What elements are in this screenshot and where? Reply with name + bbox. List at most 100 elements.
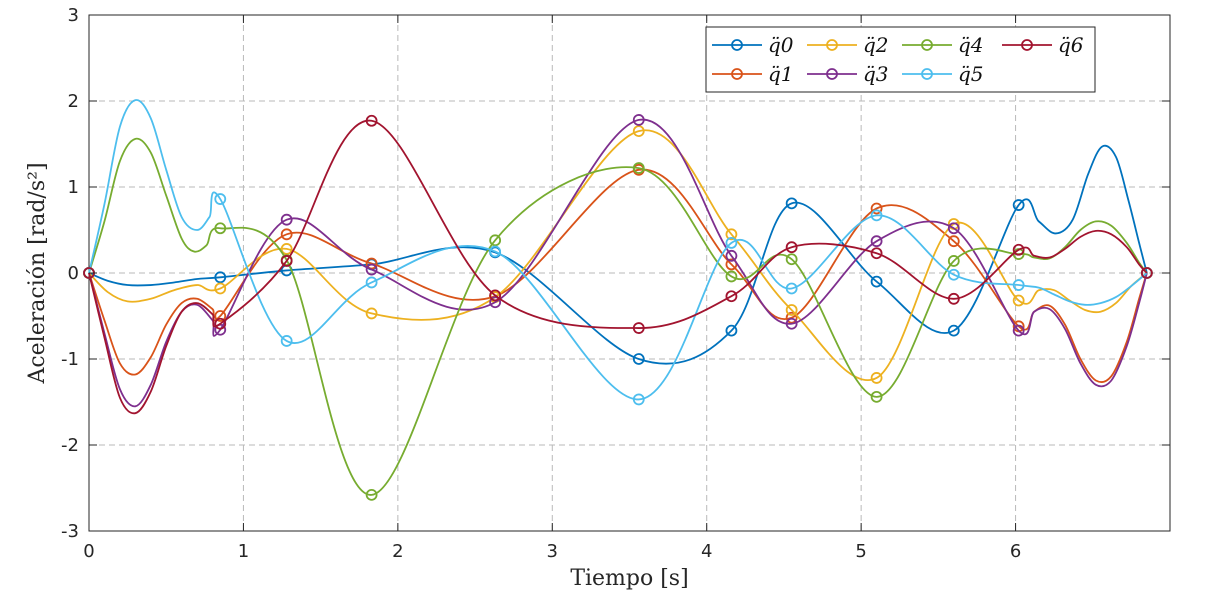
data-point-3 [280, 213, 293, 226]
data-point-6 [725, 290, 738, 303]
data-point-5 [870, 209, 883, 222]
legend-label: q̈2 [863, 33, 889, 57]
data-point-3 [725, 249, 738, 262]
series-line-0 [88, 144, 1148, 365]
legend-item-2: q̈2 [807, 33, 889, 57]
data-point-5 [489, 245, 502, 258]
x-tick-label: 3 [547, 541, 558, 562]
data-point-1 [870, 202, 883, 215]
data-point-3 [365, 263, 378, 276]
y-tick-label: 1 [68, 177, 79, 198]
legend-swatch-marker [921, 39, 933, 51]
data-point-1 [947, 235, 960, 248]
legend-label: q̈6 [1058, 33, 1084, 57]
series-4 [83, 137, 1153, 501]
y-tick-label: -1 [61, 349, 79, 370]
series-2 [83, 125, 1153, 384]
data-point-6 [280, 255, 293, 267]
data-point-2 [725, 228, 738, 241]
data-point-2 [870, 372, 883, 384]
data-point-6 [870, 247, 883, 260]
data-point-0 [725, 324, 738, 337]
data-point-0 [632, 353, 645, 365]
legend-item-0: q̈0 [712, 33, 794, 57]
x-tick-label: 5 [855, 541, 866, 562]
data-point-6 [214, 317, 227, 330]
data-point-1 [365, 257, 378, 270]
legend-label: q̈0 [768, 33, 794, 57]
series-layer [83, 99, 1153, 501]
data-point-6 [365, 114, 378, 127]
x-tick-label: 4 [701, 541, 712, 562]
data-point-2 [214, 282, 227, 295]
data-point-1 [214, 310, 227, 322]
legend-box [705, 26, 1096, 93]
data-point-4 [489, 234, 502, 247]
data-point-0 [947, 324, 960, 337]
data-point-4 [785, 253, 798, 266]
data-point-1 [785, 311, 798, 324]
data-point-4 [365, 488, 378, 501]
data-point-3 [785, 317, 798, 330]
legend-item-3: q̈3 [807, 62, 889, 86]
data-point-2 [280, 243, 293, 255]
series-line-6 [88, 119, 1148, 415]
legend-label: q̈3 [863, 62, 889, 86]
data-point-4 [214, 222, 227, 235]
data-point-3 [870, 235, 883, 248]
series-line-3 [88, 118, 1148, 408]
data-point-4 [725, 270, 738, 283]
series-6 [83, 114, 1153, 415]
data-point-5 [280, 335, 293, 347]
legend: q̈0 q̈2 q̈4 q̈6 q̈1 q̈3 q̈5 [705, 26, 1096, 93]
data-point-2 [785, 304, 798, 316]
legend-item-4: q̈4 [902, 33, 984, 57]
data-point-6 [632, 322, 645, 334]
data-point-0 [785, 197, 798, 210]
legend-swatch-marker [731, 39, 743, 51]
data-point-5 [632, 393, 645, 406]
data-point-1 [280, 228, 293, 241]
data-point-2 [632, 125, 645, 138]
legend-label: q̈4 [958, 33, 984, 57]
legend-swatch-marker [826, 39, 838, 51]
x-axis-label: Tiempo [s] [570, 566, 688, 591]
legend-label: q̈5 [958, 62, 984, 86]
data-point-0 [870, 275, 883, 288]
y-tick-label: 2 [68, 91, 79, 112]
data-point-3 [947, 222, 960, 235]
data-point-0 [214, 271, 227, 284]
legend-swatch-marker [1021, 39, 1033, 51]
y-tick-label: -3 [61, 521, 79, 542]
y-tick-label: 3 [68, 5, 79, 26]
data-point-4 [632, 162, 645, 174]
data-point-5 [365, 276, 378, 289]
data-point-3 [632, 114, 645, 126]
data-point-6 [785, 241, 798, 254]
x-tick-label: 2 [392, 541, 403, 562]
x-tick-label: 0 [83, 541, 94, 562]
data-point-6 [947, 292, 960, 305]
legend-label: q̈1 [768, 62, 794, 86]
axis-ticks: 0 1 2 3 4 5 6 -3 -2 -1 0 1 2 3 [61, 5, 1170, 562]
data-point-5 [214, 193, 227, 205]
data-point-6 [1140, 267, 1153, 279]
legend-swatch-marker [826, 68, 838, 80]
legend-item-5: q̈5 [902, 62, 984, 86]
data-point-2 [365, 307, 378, 320]
data-point-3 [1012, 324, 1025, 337]
series-line-2 [88, 129, 1148, 381]
data-point-6 [1012, 243, 1025, 256]
data-point-5 [1012, 279, 1025, 291]
series-line-5 [88, 99, 1148, 401]
x-tick-label: 6 [1010, 541, 1021, 562]
y-tick-label: 0 [68, 263, 79, 284]
data-point-4 [947, 255, 960, 267]
y-tick-label: -2 [61, 435, 79, 456]
legend-item-1: q̈1 [712, 62, 794, 86]
data-point-5 [725, 236, 738, 249]
data-point-0 [1012, 199, 1025, 211]
legend-swatch-marker [731, 68, 743, 80]
data-point-6 [489, 289, 502, 302]
